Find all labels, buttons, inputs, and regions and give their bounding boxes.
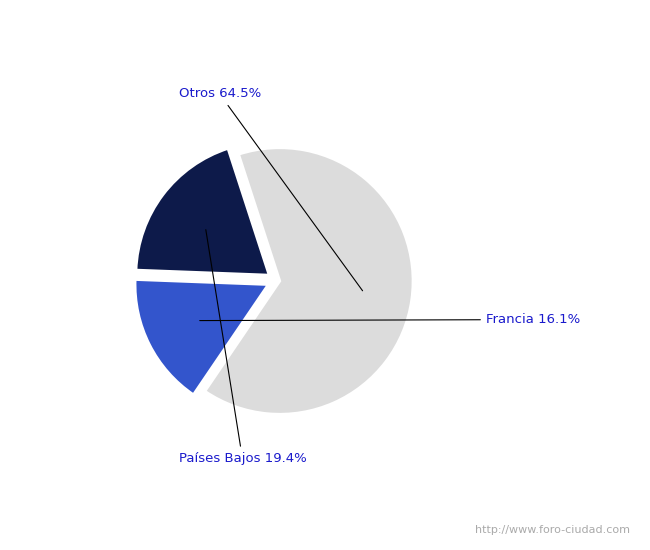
Wedge shape (136, 148, 269, 275)
Text: http://www.foro-ciudad.com: http://www.foro-ciudad.com (476, 525, 630, 535)
Wedge shape (205, 148, 413, 414)
Text: Países Bajos 19.4%: Países Bajos 19.4% (179, 230, 306, 465)
Text: Francia 16.1%: Francia 16.1% (200, 313, 580, 326)
Wedge shape (135, 279, 268, 395)
Text: Otros 64.5%: Otros 64.5% (179, 87, 363, 291)
Text: les Coves de Vinromà - Turistas extranjeros según país - Octubre de 2024: les Coves de Vinromà - Turistas extranje… (70, 19, 580, 34)
